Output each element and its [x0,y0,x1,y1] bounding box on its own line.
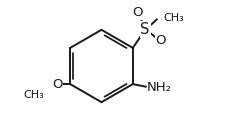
Text: O: O [52,78,62,91]
Text: S: S [140,22,150,37]
Text: O: O [133,6,143,19]
Text: CH₃: CH₃ [164,13,185,23]
Text: NH₂: NH₂ [147,81,172,94]
Text: CH₃: CH₃ [24,90,44,100]
Text: O: O [155,34,166,47]
